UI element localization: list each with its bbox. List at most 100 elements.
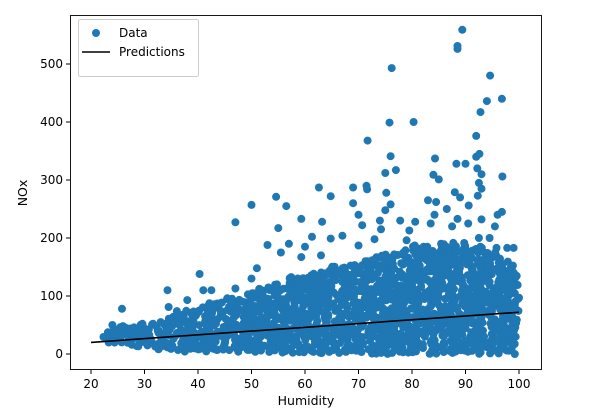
data-point <box>444 290 453 299</box>
data-point <box>323 269 332 278</box>
data-point <box>453 214 462 223</box>
data-point <box>248 308 257 317</box>
data-point <box>382 188 391 197</box>
data-point <box>473 299 482 308</box>
data-point <box>444 266 453 275</box>
data-point <box>390 250 399 259</box>
data-point <box>397 342 406 351</box>
data-point <box>363 185 372 194</box>
data-point <box>430 325 439 334</box>
data-point <box>164 303 173 311</box>
data-point <box>269 337 278 346</box>
data-point <box>451 302 460 311</box>
data-point <box>195 270 204 278</box>
data-point <box>236 306 245 314</box>
data-point <box>308 232 316 241</box>
data-point <box>231 218 240 227</box>
data-point <box>301 310 310 319</box>
data-point <box>368 349 376 358</box>
data-point <box>163 339 172 348</box>
data-point <box>247 200 256 209</box>
x-tick-label: 40 <box>190 377 205 391</box>
predictions-line <box>90 311 520 344</box>
data-point <box>172 307 181 316</box>
data-point <box>477 170 486 179</box>
data-point <box>430 210 439 219</box>
data-point <box>274 224 283 233</box>
data-point <box>334 307 342 315</box>
legend-data-marker <box>92 29 100 37</box>
x-axis-label: Humidity <box>278 393 335 408</box>
legend-predictions-label: Predictions <box>119 45 185 59</box>
x-tick-label: 60 <box>297 377 312 391</box>
data-point <box>416 283 425 292</box>
data-point <box>301 336 310 344</box>
data-point <box>260 341 269 350</box>
data-point <box>301 242 309 251</box>
data-point <box>335 314 344 323</box>
y-tick-label: 500 <box>40 57 63 71</box>
data-point <box>387 64 396 73</box>
data-point <box>419 273 428 282</box>
data-point <box>297 253 306 262</box>
data-point <box>381 169 390 177</box>
data-point <box>381 206 390 215</box>
data-point <box>452 159 461 168</box>
x-axis: 20 30 40 50 60 70 80 90 100 <box>83 370 530 391</box>
y-tick-label: 300 <box>40 173 63 187</box>
data-point <box>375 216 384 225</box>
data-point <box>410 241 419 250</box>
data-point <box>205 299 214 308</box>
data-point <box>483 269 492 278</box>
data-point <box>370 235 379 244</box>
data-point <box>399 248 408 257</box>
data-point <box>349 199 358 208</box>
data-point <box>405 226 414 235</box>
data-point <box>473 164 482 173</box>
data-point <box>473 191 482 200</box>
data-point <box>195 321 204 330</box>
y-axis-label: NOx <box>15 180 30 207</box>
data-point <box>453 42 462 50</box>
data-point <box>247 274 256 283</box>
data-point <box>355 332 364 341</box>
data-point <box>396 216 405 225</box>
data-point <box>503 243 512 252</box>
data-point <box>492 243 501 252</box>
data-point <box>486 71 495 80</box>
x-tick-label: 50 <box>244 377 259 391</box>
y-tick-label: 400 <box>40 115 63 129</box>
data-point <box>432 198 441 206</box>
data-point <box>388 348 397 357</box>
data-point <box>377 251 386 260</box>
data-point <box>317 251 325 260</box>
data-point <box>207 286 216 295</box>
axes-frame <box>70 15 542 370</box>
data-point <box>409 118 418 126</box>
data-point <box>485 234 494 242</box>
data-point <box>402 236 411 245</box>
data-point <box>217 307 226 316</box>
x-tick-label: 90 <box>458 377 473 391</box>
data-point <box>349 183 358 192</box>
data-point <box>391 166 400 175</box>
data-point <box>464 201 473 210</box>
data-point <box>276 248 285 257</box>
data-point <box>482 97 491 106</box>
data-point <box>474 292 483 301</box>
data-point <box>357 269 366 277</box>
data-point <box>183 296 192 305</box>
data-point <box>401 272 410 281</box>
data-point <box>287 273 296 282</box>
data-point <box>509 243 518 252</box>
data-point <box>429 170 438 179</box>
data-point <box>331 276 340 285</box>
data-point <box>476 108 485 117</box>
data-point <box>228 294 236 303</box>
data-point <box>163 286 172 295</box>
data-point <box>297 214 306 223</box>
data-point <box>450 188 459 197</box>
data-point <box>409 323 418 332</box>
data-point <box>472 131 481 140</box>
data-point <box>318 217 327 226</box>
